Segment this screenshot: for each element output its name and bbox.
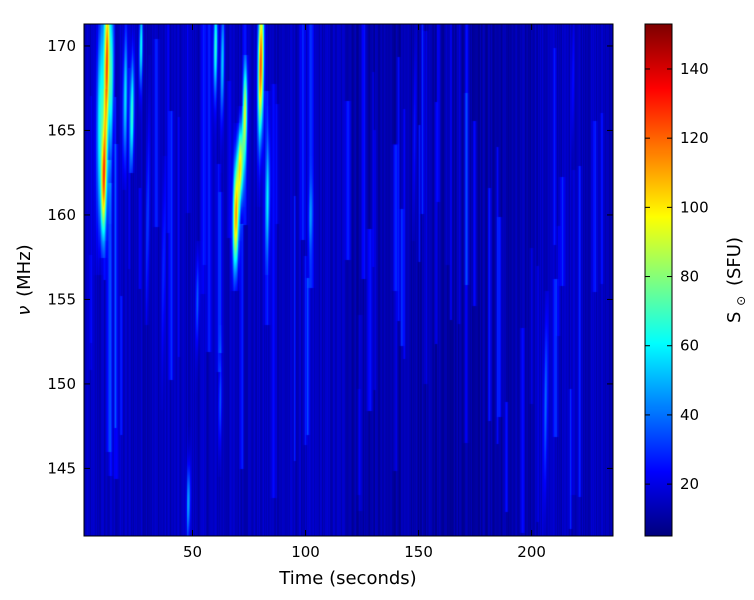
colorbar-tick-label: 100	[680, 198, 709, 216]
y-axis: 145 150 155 160 165 170	[47, 37, 613, 477]
colorbar: 20 40 60 80 100 120 140	[644, 23, 709, 537]
colorbar-label: S ⊙ (SFU)	[724, 237, 750, 323]
y-tick-label: 155	[47, 290, 76, 308]
y-axis-unit: (MHz)	[14, 244, 35, 297]
y-tick-label: 150	[47, 375, 76, 393]
heatmap-canvas	[84, 24, 613, 536]
colorbar-label-unit: (SFU)	[724, 237, 745, 286]
y-tick-label: 170	[47, 37, 76, 55]
y-tick-label: 160	[47, 206, 76, 224]
colorbar-tick-label: 120	[680, 129, 709, 147]
colorbar-tick-label: 60	[680, 337, 699, 355]
y-tick-label: 145	[47, 459, 76, 477]
x-tick-label: 100	[291, 543, 320, 561]
colorbar-tick-label: 140	[680, 60, 709, 78]
x-tick-label: 150	[404, 543, 433, 561]
plot-area	[83, 23, 614, 537]
colorbar-tick-label: 40	[680, 406, 699, 424]
plot-frame	[83, 23, 614, 537]
colorbar-tick-label: 80	[680, 268, 699, 286]
y-tick-label: 165	[47, 121, 76, 139]
colorbar-frame	[644, 23, 673, 537]
colorbar-gradient	[645, 24, 672, 536]
y-axis-label: ν (MHz)	[14, 244, 35, 315]
x-axis-label: Time (seconds)	[278, 568, 416, 589]
colorbar-label-symbol: S	[724, 312, 745, 323]
colorbar-ticks: 20 40 60 80 100 120 140	[645, 60, 709, 493]
colorbar-label-subscript: ⊙	[734, 296, 748, 306]
x-tick-label: 200	[517, 543, 546, 561]
x-axis: 50 100 150 200	[183, 24, 546, 561]
y-axis-symbol: ν	[14, 306, 35, 316]
x-tick-label: 50	[183, 543, 202, 561]
colorbar-tick-label: 20	[680, 475, 699, 493]
